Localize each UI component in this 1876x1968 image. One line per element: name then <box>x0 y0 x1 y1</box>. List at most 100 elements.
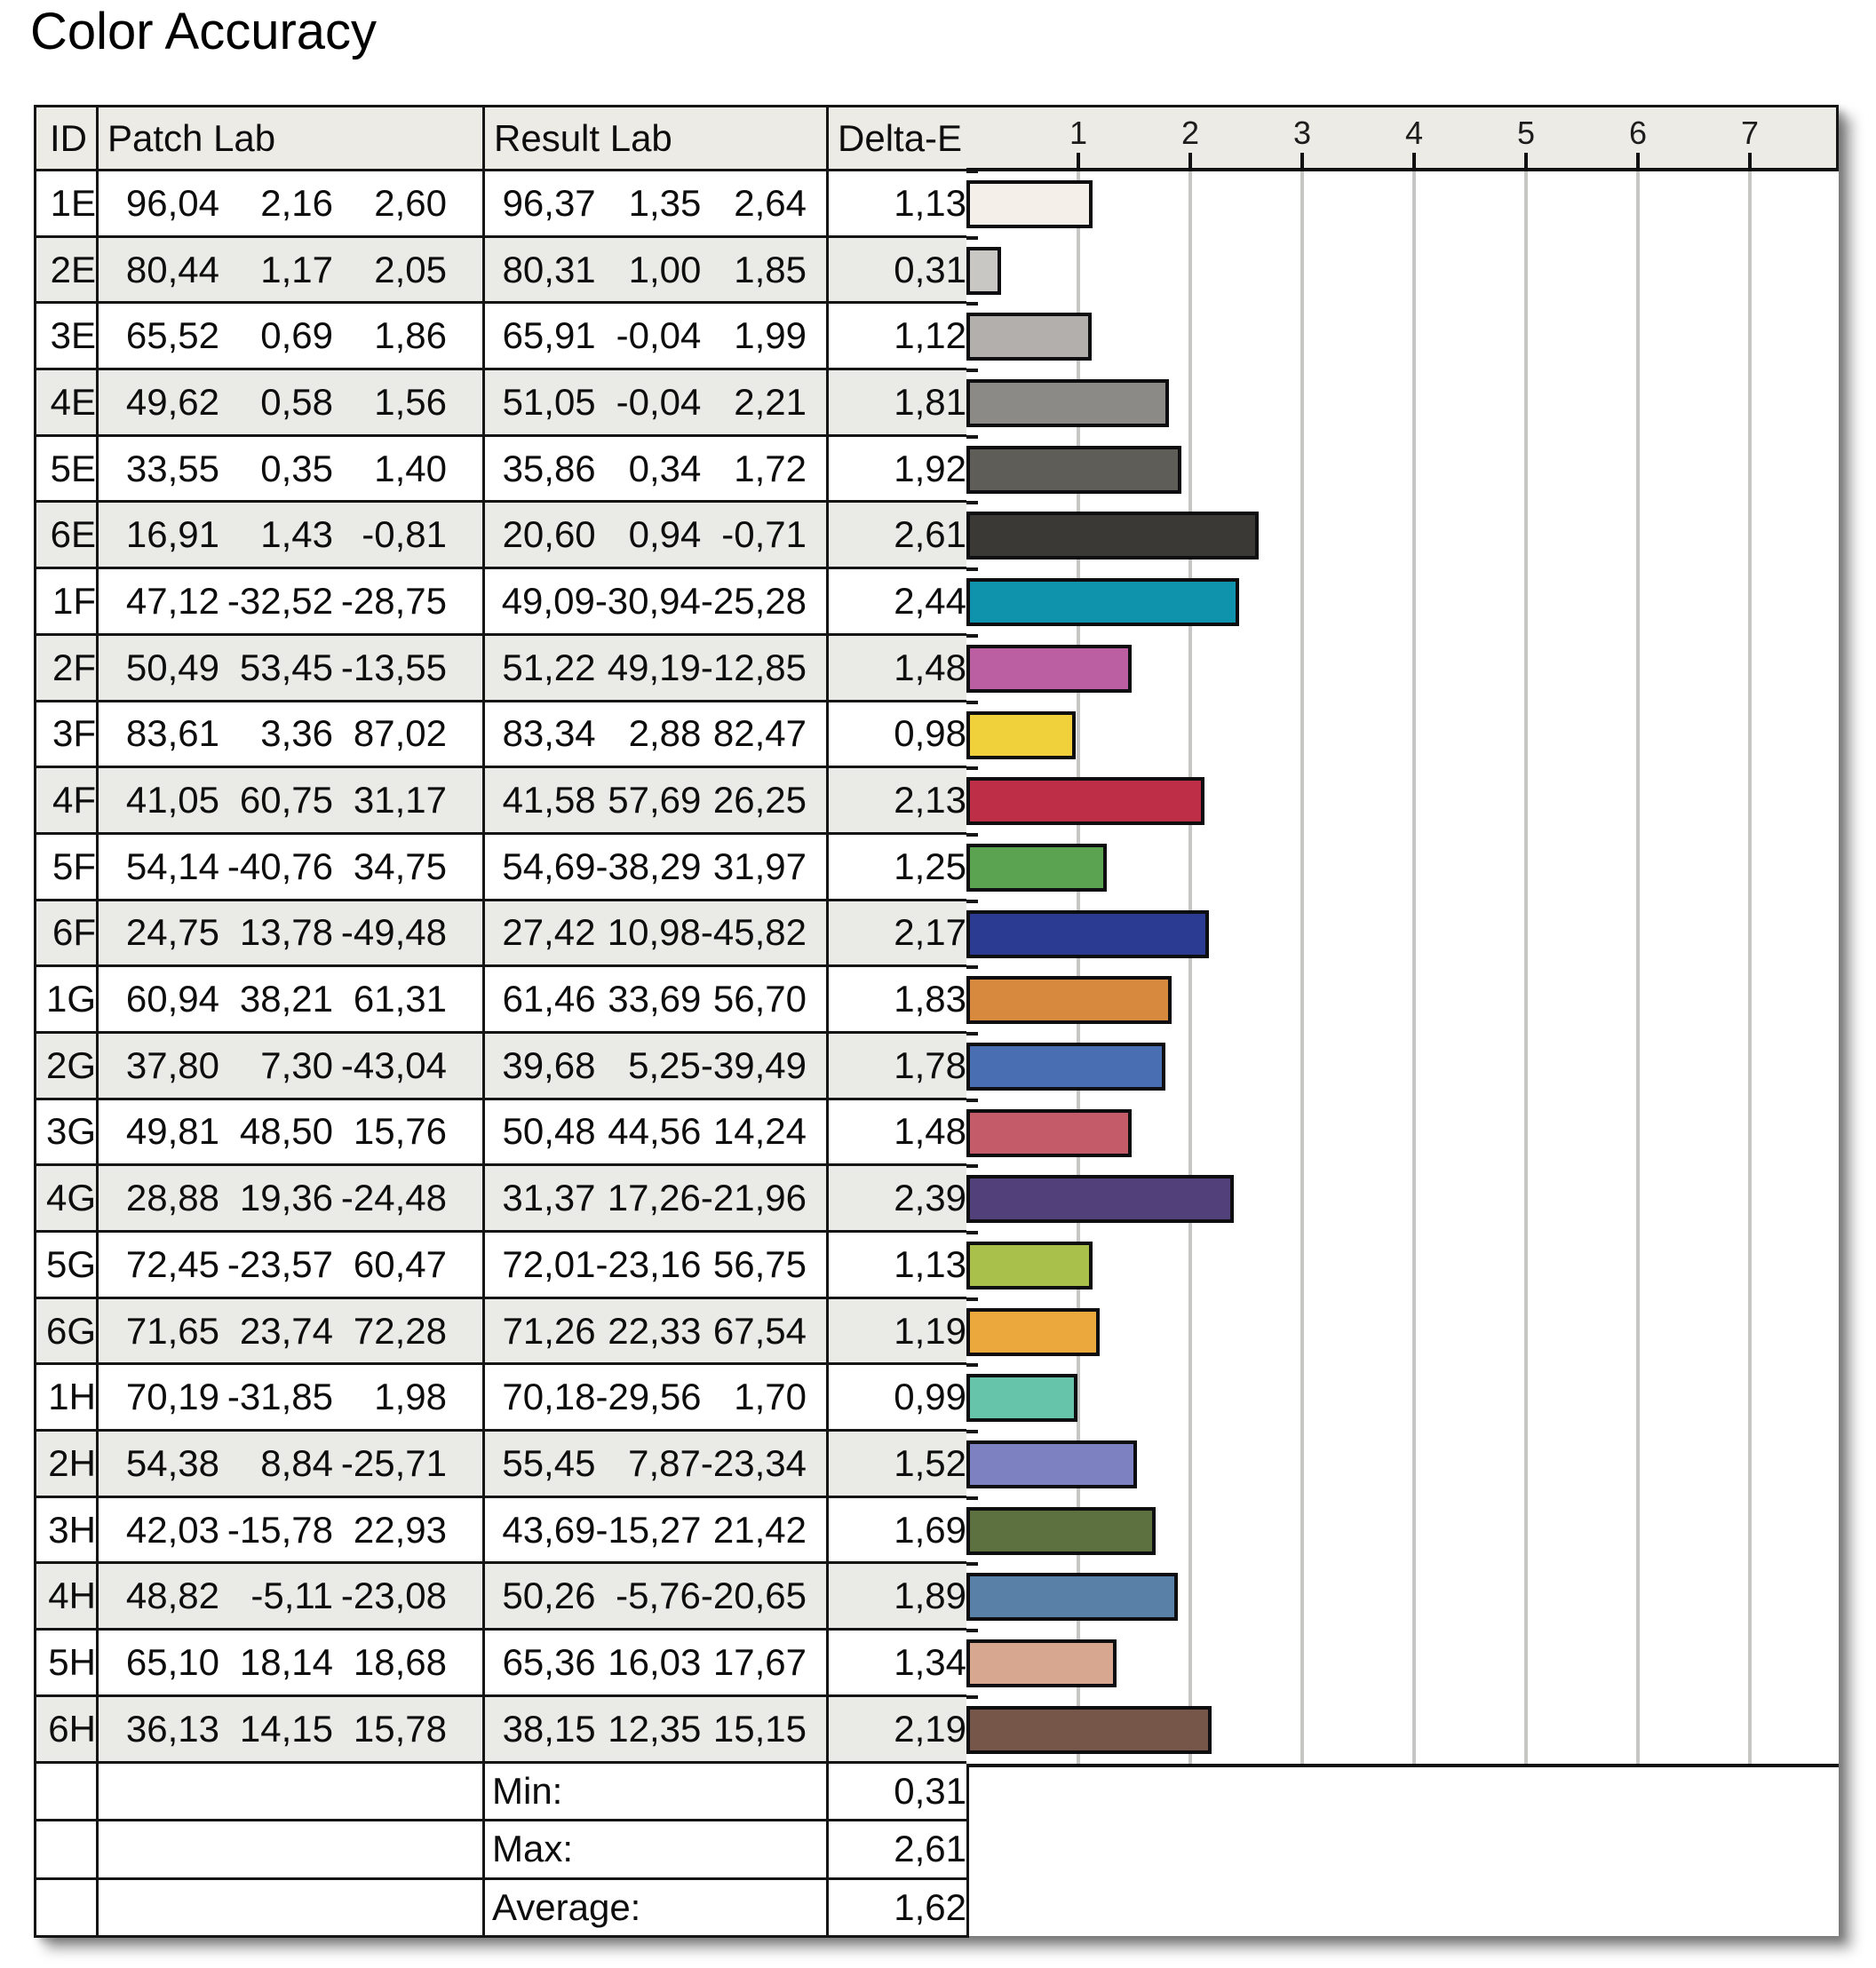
bar-row <box>966 235 1839 305</box>
chart-plot-area <box>966 171 1839 1767</box>
patch-num: -25,71 <box>340 1441 447 1484</box>
delta-value: 0,98 <box>826 699 969 769</box>
patch-id: 6F <box>34 898 99 968</box>
result-num: 83,34 <box>502 712 596 755</box>
patch-num: 83,61 <box>125 712 219 755</box>
patch-lab-cell: 65,10 18,14 18,68 <box>96 1628 485 1697</box>
table-row: 6G 71,65 23,74 72,28 71,26 22,33 67,54 1,19 <box>34 1296 969 1366</box>
result-num: 1,72 <box>734 447 807 489</box>
result-num: 33,69 <box>608 978 702 1020</box>
patch-num: -31,85 <box>227 1376 333 1418</box>
result-num: 44,56 <box>608 1110 702 1153</box>
patch-lab-cell: 49,81 48,50 15,76 <box>96 1097 485 1167</box>
axis-tick-mark <box>1077 153 1080 168</box>
bar-row <box>966 1363 1839 1432</box>
result-num: 2,64 <box>734 181 807 224</box>
patch-num: 8,84 <box>260 1441 333 1484</box>
delta-bar-3F <box>966 710 1077 759</box>
bar-row <box>966 1297 1839 1366</box>
delta-value: 1,48 <box>826 1097 969 1167</box>
delta-bar-4F <box>966 777 1205 826</box>
patch-num: -23,08 <box>340 1575 447 1617</box>
patch-num: -40,76 <box>227 845 333 887</box>
patch-id: 3E <box>34 301 99 371</box>
bar-row <box>966 434 1839 504</box>
summary-value: 2,61 <box>826 1819 969 1880</box>
result-num: 2,88 <box>628 712 702 755</box>
patch-num: 47,12 <box>125 579 219 622</box>
patch-lab-cell: 54,14 -40,76 34,75 <box>96 831 485 901</box>
table-row: 3E 65,52 0,69 1,86 65,91 -0,04 1,99 1,12 <box>34 301 969 371</box>
patch-id: 3F <box>34 699 99 769</box>
delta-bar-5E <box>966 445 1181 494</box>
delta-value: 1,19 <box>826 1296 969 1366</box>
table-row: 4E 49,62 0,58 1,56 51,05 -0,04 2,21 1,81 <box>34 368 969 437</box>
bar-row <box>966 501 1839 569</box>
table-row: 1H 70,19 -31,85 1,98 70,18 -29,56 1,70 0,99 <box>34 1362 969 1432</box>
result-lab-cell: 51,22 49,19 -12,85 <box>482 632 829 702</box>
delta-bar-4G <box>966 1175 1235 1224</box>
result-num: 51,05 <box>502 380 596 423</box>
summary-value: 0,31 <box>826 1760 969 1822</box>
summary-empty-id <box>34 1819 99 1880</box>
result-lab-cell: 35,86 0,34 1,72 <box>482 433 829 504</box>
summary-empty-id <box>34 1760 99 1822</box>
delta-bar-6E <box>966 512 1259 560</box>
patch-id: 1G <box>34 964 99 1034</box>
result-lab-cell: 61,46 33,69 56,70 <box>482 964 829 1034</box>
delta-value: 1,52 <box>826 1429 969 1498</box>
result-num: 27,42 <box>502 911 596 954</box>
patch-lab-cell: 72,45 -23,57 60,47 <box>96 1230 485 1299</box>
patch-num: 54,38 <box>125 1441 219 1484</box>
patch-num: -28,75 <box>340 579 447 622</box>
result-num: 35,86 <box>502 447 596 489</box>
result-num: -39,49 <box>700 1044 807 1086</box>
axis-tick-label: 1 <box>1069 115 1088 151</box>
patch-num: 1,17 <box>260 248 333 290</box>
header-delta-e: Delta-E <box>826 105 969 171</box>
result-num: -0,71 <box>721 513 807 556</box>
summary-label: Max: <box>482 1819 829 1880</box>
patch-num: 1,98 <box>374 1376 447 1418</box>
result-lab-cell: 50,48 44,56 14,24 <box>482 1097 829 1167</box>
patch-num: -49,48 <box>340 911 447 954</box>
result-num: 17,26 <box>607 1177 701 1219</box>
result-lab-cell: 83,34 2,88 82,47 <box>482 699 829 769</box>
axis-tick-mark <box>1524 153 1528 168</box>
result-num: 56,75 <box>712 1242 807 1285</box>
patch-num: 61,31 <box>353 978 447 1020</box>
result-num: 51,22 <box>502 646 596 688</box>
table-row: 2E 80,44 1,17 2,05 80,31 1,00 1,85 0,31 <box>34 234 969 305</box>
patch-num: -23,57 <box>227 1242 333 1285</box>
result-lab-cell: 80,31 1,00 1,85 <box>482 234 829 305</box>
patch-num: 65,52 <box>125 314 219 357</box>
summary-label: Average: <box>482 1877 829 1939</box>
patch-num: 14,15 <box>239 1707 333 1750</box>
header-id: ID <box>34 105 99 171</box>
delta-value: 2,19 <box>826 1694 969 1764</box>
patch-num: 33,55 <box>125 447 219 489</box>
result-num: 12,35 <box>608 1707 702 1750</box>
result-num: 54,69 <box>502 845 596 887</box>
summary-empty-patch <box>96 1819 485 1880</box>
result-num: 22,33 <box>608 1309 702 1352</box>
table-row: 2F 50,49 53,45 -13,55 51,22 49,19 -12,85 1,4… <box>34 632 969 702</box>
result-num: -30,94 <box>594 579 701 622</box>
patch-id: 1E <box>34 169 99 238</box>
patch-num: 24,75 <box>125 911 219 954</box>
axis-tick-mark <box>1636 153 1640 168</box>
patch-id: 5G <box>34 1230 99 1299</box>
patch-lab-cell: 41,05 60,75 31,17 <box>96 766 485 835</box>
result-lab-cell: 27,42 10,98 -45,82 <box>482 898 829 968</box>
patch-lab-cell: 60,94 38,21 61,31 <box>96 964 485 1034</box>
summary-row: Max: 2,61 <box>34 1819 969 1880</box>
patch-num: 34,75 <box>353 845 447 887</box>
delta-bar-3H <box>966 1506 1156 1555</box>
patch-num: 0,35 <box>260 447 333 489</box>
chart-axis-header: 1 2 3 4 5 6 7 <box>966 105 1839 171</box>
patch-num: 37,80 <box>125 1044 219 1086</box>
patch-num: 2,16 <box>260 181 333 224</box>
delta-bar-1G <box>966 976 1172 1025</box>
table-row: 3F 83,61 3,36 87,02 83,34 2,88 82,47 0,98 <box>34 699 969 769</box>
patch-num: 15,76 <box>353 1110 447 1153</box>
